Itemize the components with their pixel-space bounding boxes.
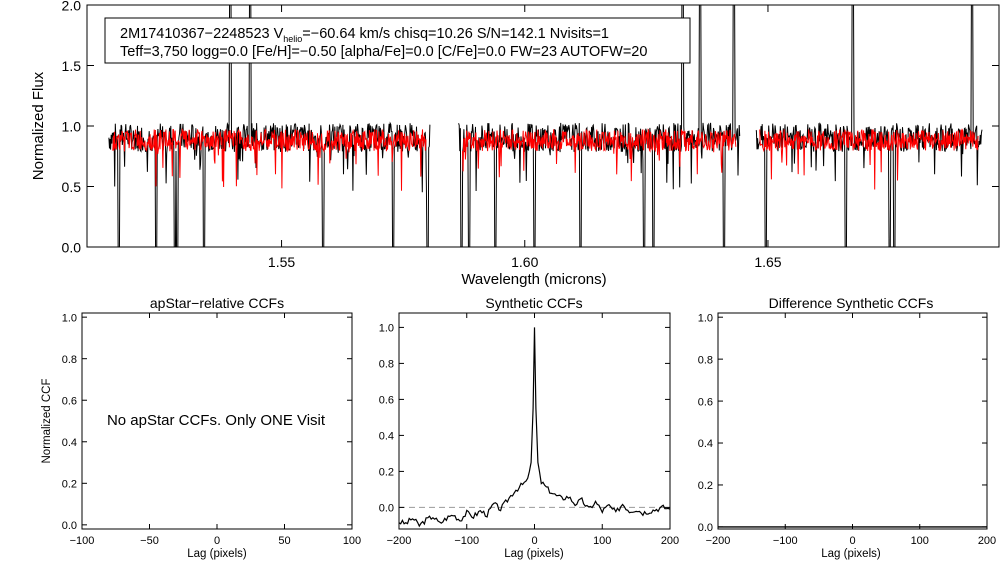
synthetic-title: Synthetic CCFs [485,295,582,311]
y-tick-label: 0.6 [698,396,713,408]
spectrum-plot-area [108,5,983,247]
y-tick-label: 0.8 [62,354,77,366]
y-tick-label: 1.5 [62,58,82,74]
y-tick-label: 0.2 [62,478,77,490]
difference-xlabel: Lag (pixels) [821,548,881,560]
y-tick-label: 1.0 [379,323,394,335]
observed-flux-line [458,5,741,247]
y-tick-label: 0.4 [698,438,713,450]
x-tick-label: −200 [706,535,731,547]
apstar-title: apStar−relative CCFs [150,295,284,311]
apstar-ccf-panel: −100 −50 0 50 100 0.0 0.2 0.4 0.6 0.8 1.0 apStar−r… [41,295,361,560]
y-tick-label: 0.0 [62,239,82,255]
velocity-symbol: V [274,26,284,42]
y-tick-label: 0.0 [379,503,394,515]
apstar-xlabel: Lag (pixels) [187,548,247,560]
spectrum-xlabel: Wavelength (microns) [461,271,606,288]
y-tick-label: 1.0 [62,312,77,324]
synthetic-axes: −200 −100 0 100 200 0.0 0.2 0.4 0.6 0.8 1.0 [379,313,679,547]
x-tick-label: −100 [70,535,95,547]
header-stats: =−60.64 km/s chisq=10.26 S/N=142.1 Nvisi… [302,26,609,42]
observed-flux-line [755,5,983,247]
x-tick-label: 200 [978,535,996,547]
x-tick-label: 0 [531,535,537,547]
spectrum-header-box [104,17,691,64]
y-tick-label: 0.6 [62,395,77,407]
spectrum-ylabel: Normalized Flux [30,71,47,180]
x-tick-label: −100 [773,535,798,547]
y-tick-label: 0.0 [62,520,77,532]
y-tick-label: 1.0 [62,118,82,134]
synthetic-plot-area [398,327,671,528]
y-tick-label: 2.0 [62,0,82,13]
x-tick-label: −200 [387,535,412,547]
model-flux-line [759,128,979,190]
synthetic-xlabel: Lag (pixels) [504,548,564,560]
synthetic-ccf-panel: −200 −100 0 100 200 0.0 0.2 0.4 0.6 0.8 1.0 Synthe… [379,295,679,560]
x-tick-label: −50 [140,535,159,547]
spectrum-axes: 1.55 1.60 1.65 0.0 0.5 1.0 1.5 2.0 [62,0,999,270]
y-tick-label: 0.8 [698,354,713,366]
spectrum-header-line2: Teff=3,750 logg=0.0 [Fe/H]=−0.50 [alpha/… [120,44,647,60]
y-tick-label: 0.2 [379,467,394,479]
synthetic-ccf-line [398,327,671,528]
x-tick-label: 100 [593,535,611,547]
y-tick-label: 0.0 [698,522,713,534]
y-tick-label: 0.5 [62,179,82,195]
y-tick-label: 0.4 [379,431,394,443]
apstar-axes: −100 −50 0 50 100 0.0 0.2 0.4 0.6 0.8 1.0 [62,312,361,547]
x-tick-label: 1.55 [268,254,295,270]
spectrum-header-line1: 2M17410367−2248523 Vhelio=−60.64 km/s ch… [120,26,609,44]
x-tick-label: −100 [454,535,479,547]
x-tick-label: 0 [849,535,855,547]
model-flux-line [112,128,427,191]
x-tick-label: 200 [661,535,679,547]
y-tick-label: 0.4 [62,437,77,449]
y-tick-label: 0.2 [698,480,713,492]
y-tick-label: 0.6 [379,395,394,407]
y-tick-label: 1.0 [698,312,713,324]
y-tick-label: 0.8 [379,359,394,371]
apstar-note: No apStar CCFs. Only ONE Visit [107,412,326,429]
x-tick-label: 100 [343,535,361,547]
x-tick-label: 1.65 [754,254,781,270]
difference-axes: −200 −100 0 100 200 0.0 0.2 0.4 0.6 0.8 1.0 [698,312,996,547]
spectrum-traces [108,5,983,247]
difference-ccf-panel: −200 −100 0 100 200 0.0 0.2 0.4 0.6 0.8 1.0 Differ… [698,295,996,560]
difference-title: Difference Synthetic CCFs [769,295,934,311]
apstar-ylabel: Normalized CCF [41,379,53,464]
difference-frame [717,312,988,530]
velocity-subscript: helio [283,34,302,44]
x-tick-label: 0 [214,535,220,547]
star-id: 2M17410367−2248523 [120,26,270,42]
spectrum-panel: 1.55 1.60 1.65 0.0 0.5 1.0 1.5 2.0 2M17410367−2… [30,0,1000,288]
x-tick-label: 100 [911,535,929,547]
x-tick-label: 50 [278,535,290,547]
x-tick-label: 1.60 [511,254,538,270]
model-flux-line [462,128,737,182]
